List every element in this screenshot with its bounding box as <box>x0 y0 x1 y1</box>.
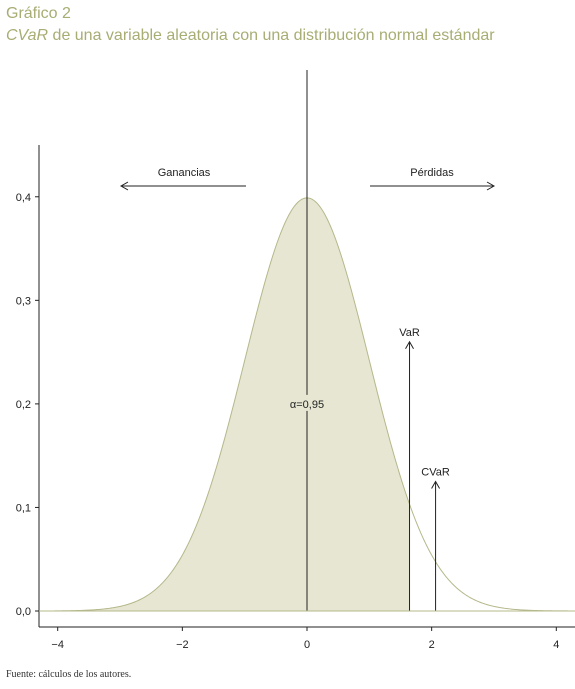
y-tick-label: 0,1 <box>16 502 31 514</box>
x-tick-label: 4 <box>553 639 559 651</box>
x-tick-label: −2 <box>176 639 189 651</box>
figure-label: Gráfico 2 <box>6 5 71 22</box>
source-note: Fuente: cálculos de los autores. <box>6 669 132 680</box>
gains-arrow <box>119 181 246 191</box>
shaded-area <box>54 197 410 611</box>
arrow-head <box>486 181 496 191</box>
y-tick-label: 0,3 <box>16 295 31 307</box>
y-tick-label: 0,0 <box>16 606 31 618</box>
y-tick-label: 0,4 <box>16 192 31 204</box>
cvar-label: CVaR <box>421 467 450 479</box>
alpha-label: α=0,95 <box>290 399 324 411</box>
y-ticks: 0,0 0,1 0,2 0,3 0,4 <box>16 192 39 618</box>
y-tick-label: 0,2 <box>16 399 31 411</box>
arrow-head <box>119 181 129 191</box>
figure-title-italic: CVaR <box>6 27 49 44</box>
losses-arrow <box>370 181 496 191</box>
var-label: VaR <box>399 327 420 339</box>
cvar-arrow <box>431 480 441 611</box>
figure-title: CVaR de una variable aleatoria con una d… <box>6 27 495 45</box>
alpha-label-bg <box>276 394 338 411</box>
x-tick-label: −4 <box>51 639 64 651</box>
arrow-head <box>405 340 414 350</box>
arrow-head <box>431 480 441 489</box>
losses-label: Pérdidas <box>410 167 454 179</box>
figure-title-rest: de una variable aleatoria con una distri… <box>48 27 495 44</box>
density-curve <box>54 197 575 612</box>
x-tick-label: 0 <box>304 639 310 651</box>
x-tick-label: 2 <box>429 639 435 651</box>
x-ticks: −4 −2 0 2 4 <box>51 627 559 651</box>
gains-label: Ganancias <box>158 167 211 179</box>
var-arrow <box>405 340 414 611</box>
